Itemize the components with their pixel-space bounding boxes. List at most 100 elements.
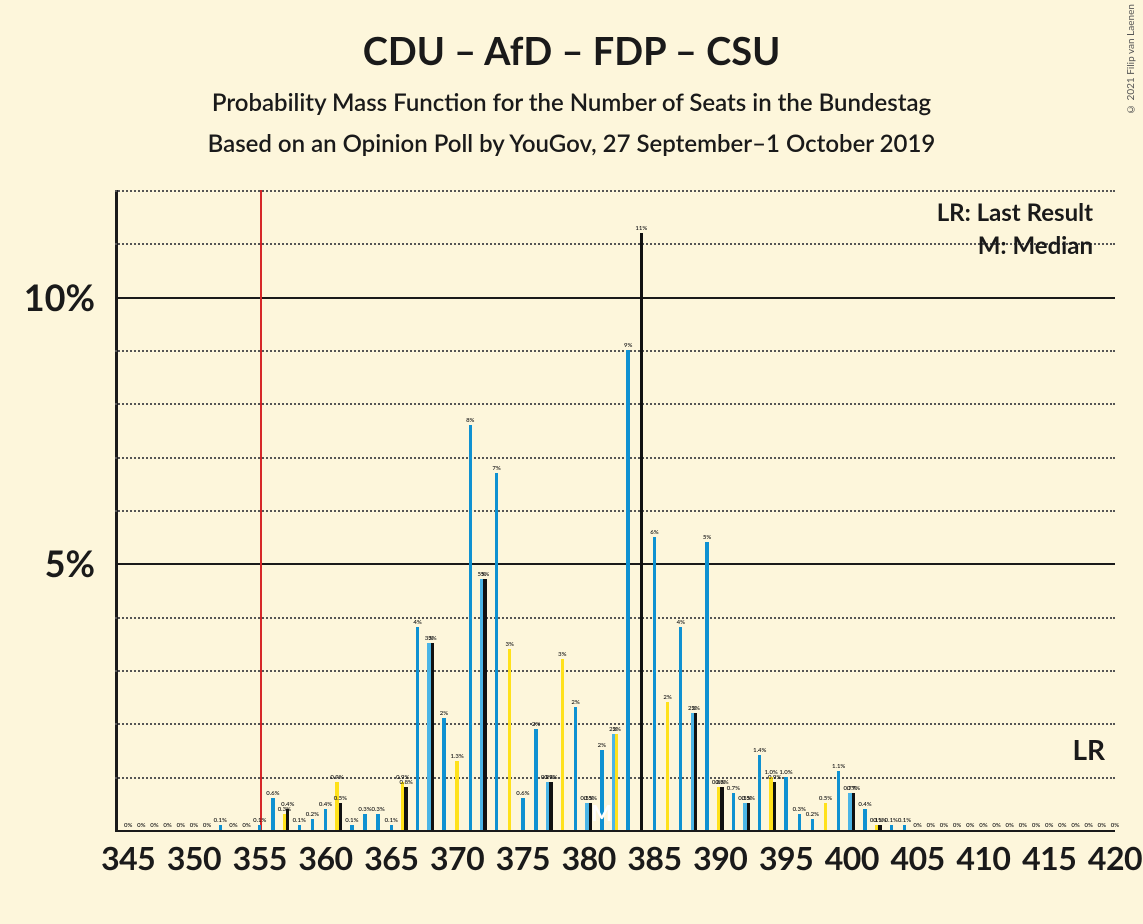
x-tick-label: 405: [891, 838, 945, 877]
bar-value-label: 1.4%: [753, 747, 766, 754]
x-tick-label: 390: [693, 838, 747, 877]
x-tick-label: 360: [298, 838, 352, 877]
gridline-minor: [115, 670, 1115, 672]
bar: 1.1%: [837, 771, 840, 830]
bar: 0.3%: [798, 814, 801, 830]
bar: 2%: [615, 734, 618, 830]
bar-value-label: 0.2%: [806, 811, 819, 818]
bar-value-label: 1.1%: [832, 763, 845, 770]
bar: 0.8%: [404, 787, 407, 830]
bar-value-label: 11%: [635, 225, 647, 232]
bar-value-label: 0.4%: [319, 801, 332, 808]
bar-value-label: 0%: [190, 822, 198, 829]
bar: 4%: [679, 627, 682, 830]
legend-box: LR: Last Result M: Median: [937, 198, 1093, 260]
x-tick-label: 420: [1088, 838, 1142, 877]
gridline-minor: [115, 457, 1115, 459]
bar-value-label: 0.9%: [330, 774, 343, 781]
chart-subtitle-1: Probability Mass Function for the Number…: [0, 88, 1143, 117]
bar-value-label: 0%: [1071, 822, 1079, 829]
bar: 2%: [666, 702, 669, 830]
bar: 0.1%: [258, 825, 261, 830]
bar-value-label: 5%: [481, 571, 489, 578]
bar: 0.6%: [271, 798, 274, 830]
bar: 0.9%: [773, 782, 776, 830]
bar: 2%: [534, 729, 537, 830]
x-tick-label: 350: [167, 838, 221, 877]
bar-value-label: 0%: [927, 822, 935, 829]
bar-value-label: 0.4%: [858, 801, 871, 808]
bar-value-label: 0.5%: [742, 795, 755, 802]
bar: 0.1%: [390, 825, 393, 830]
bar: 0.2%: [311, 819, 314, 830]
x-tick-label: 400: [825, 838, 879, 877]
bar-value-label: 0%: [1006, 822, 1014, 829]
x-tick-label: 365: [364, 838, 418, 877]
bar-value-label: 0.7%: [727, 785, 740, 792]
bar-value-label: 0%: [966, 822, 974, 829]
bar: 0.2%: [811, 819, 814, 830]
bar-value-label: 0.1%: [214, 817, 227, 824]
chart-title: CDU – AfD – FDP – CSU: [0, 0, 1143, 74]
x-tick-label: 375: [496, 838, 550, 877]
bar: 0.9%: [549, 782, 552, 830]
bar-value-label: 0.1%: [253, 817, 266, 824]
x-tick-label: 355: [233, 838, 287, 877]
bar: 0.1%: [878, 825, 881, 830]
bar-value-label: 0%: [940, 822, 948, 829]
bar: 0.1%: [219, 825, 222, 830]
bar: 1.4%: [758, 755, 761, 830]
bar-value-label: 0.1%: [885, 817, 898, 824]
bar: 0.1%: [903, 825, 906, 830]
bar: 7%: [495, 473, 498, 830]
bar: 0.5%: [824, 803, 827, 830]
bar-value-label: 4%: [677, 619, 685, 626]
bar: 3%: [508, 649, 511, 830]
bar: 0.3%: [376, 814, 379, 830]
legend-median: M: Median: [937, 231, 1093, 260]
bar-value-label: 0%: [124, 822, 132, 829]
copyright-text: © 2021 Filip van Laenen: [1125, 4, 1137, 115]
bar-value-label: 0.6%: [266, 790, 279, 797]
bar-value-label: 0%: [203, 822, 211, 829]
bar-value-label: 0.9%: [544, 774, 557, 781]
bar-value-label: 6%: [650, 529, 658, 536]
bar-value-label: 2%: [691, 705, 699, 712]
bar-value-label: 0.1%: [385, 817, 398, 824]
legend-lr: LR: Last Result: [937, 198, 1093, 227]
bar: 5%: [483, 579, 486, 830]
x-tick-label: 410: [956, 838, 1010, 877]
bar-value-label: 2%: [663, 694, 671, 701]
bar-value-label: 3%: [428, 635, 436, 642]
bar: 0.3%: [363, 814, 366, 830]
bar-value-label: 9%: [624, 342, 632, 349]
bar-value-label: 1.0%: [779, 769, 792, 776]
plot-area: 5%10%34535035536036537037538038539039540…: [115, 190, 1115, 830]
bar-value-label: 2%: [440, 710, 448, 717]
plot-region: 5%10%34535035536036537037538038539039540…: [115, 190, 1115, 830]
bar-value-label: 0.8%: [400, 779, 413, 786]
bar-value-label: 0%: [1111, 822, 1119, 829]
x-tick-label: 415: [1022, 838, 1076, 877]
gridline-major: [115, 563, 1115, 565]
bar-value-label: 3%: [558, 651, 566, 658]
gridline-minor: [115, 350, 1115, 352]
bar-value-label: 2%: [532, 721, 540, 728]
bar-value-label: 5%: [703, 534, 711, 541]
x-tick-label: 395: [759, 838, 813, 877]
bar: 6%: [653, 537, 656, 830]
bar: 0.4%: [324, 809, 327, 830]
bar: 0.1%: [890, 825, 893, 830]
bar-value-label: 2%: [598, 742, 606, 749]
bar-value-label: 0%: [953, 822, 961, 829]
gridline-minor: [115, 510, 1115, 512]
x-tick-label: 385: [627, 838, 681, 877]
bar: 0.7%: [732, 793, 735, 830]
bar-value-label: 0%: [1058, 822, 1066, 829]
bar: 5%: [705, 542, 708, 830]
bar-value-label: 0%: [150, 822, 158, 829]
bar-value-label: 0.3%: [372, 806, 385, 813]
bar-value-label: 0%: [229, 822, 237, 829]
x-tick-label: 380: [562, 838, 616, 877]
bar-value-label: 0%: [177, 822, 185, 829]
